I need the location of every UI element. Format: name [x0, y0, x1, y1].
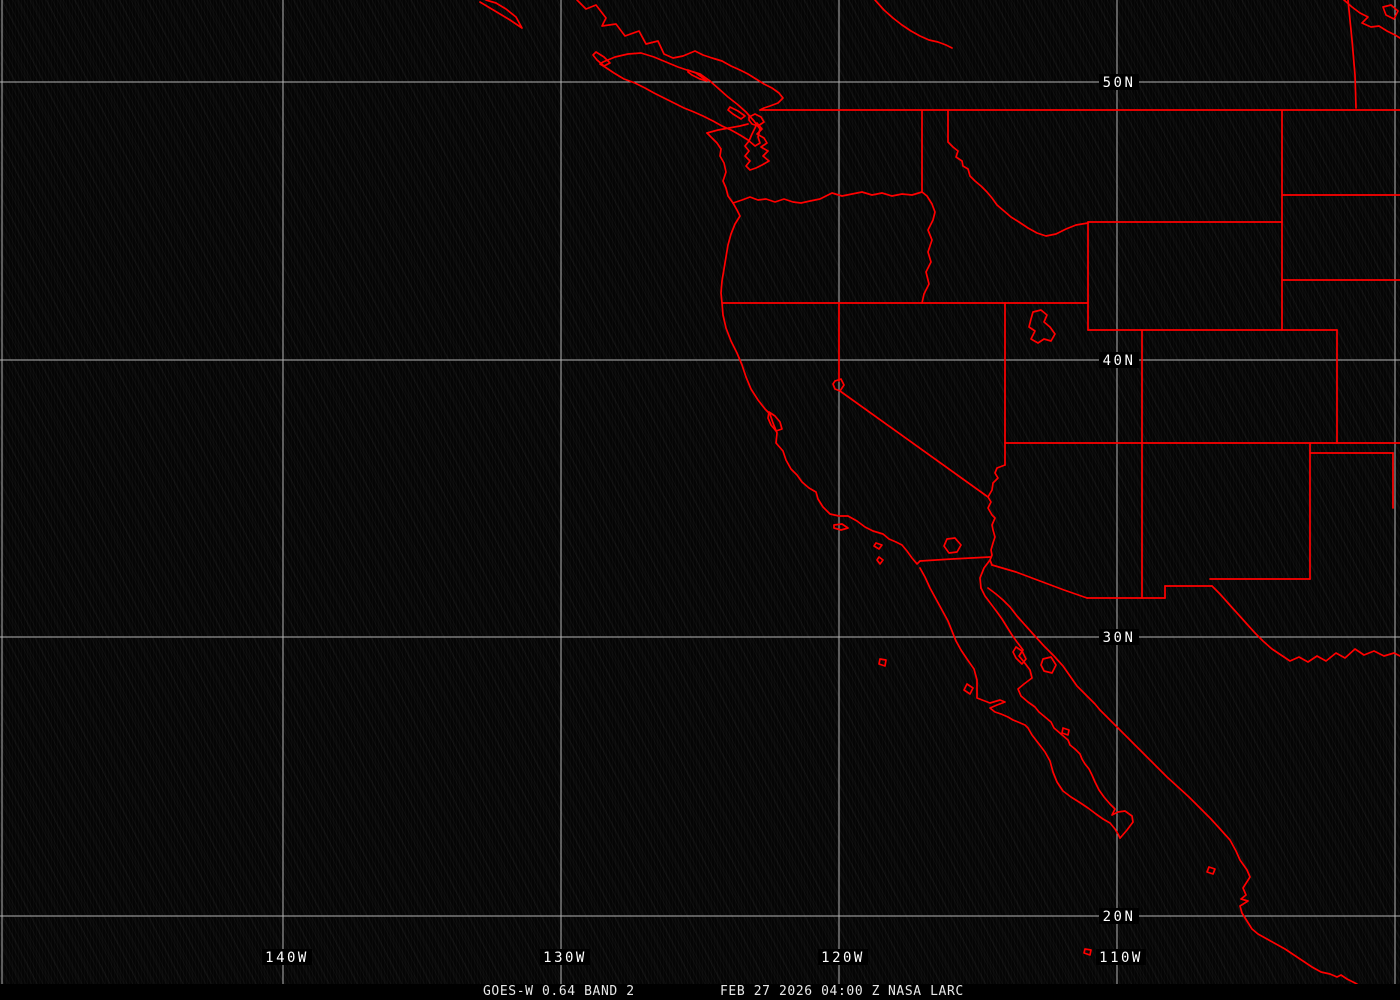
map-layer-central-socal-coast: [769, 413, 921, 565]
map-layer-island-tip-squiggle: [592, 51, 611, 67]
map-layer-channel-island-1: [833, 523, 849, 531]
grid-label: 130W: [543, 950, 587, 966]
map-layer-isla-isabel: [1206, 866, 1216, 875]
grid-label: 20N: [1103, 909, 1136, 925]
caption-segment-0: GOES-W 0.64 BAND 2: [483, 984, 635, 999]
map-layer-wa-coast: [706, 132, 734, 204]
map-layer-texada-island: [687, 69, 708, 82]
map-layer-juan-de-fuca-shore: [706, 123, 749, 134]
map-layer-guadalupe-island: [878, 658, 887, 667]
map-layer-wa-or-columbia: [732, 191, 923, 204]
map-layer-isla-angel: [1012, 646, 1027, 665]
caption-segment-1: FEB 27 2026 04:00 Z: [720, 984, 881, 999]
map-layer-bc-river: [874, 0, 953, 49]
map-layer-rio-grande: [1211, 585, 1400, 663]
map-layer-great-salt-lake: [1028, 309, 1056, 344]
grid-label: 140W: [265, 950, 309, 966]
map-layer-sonora-sinaloa-coast: [987, 587, 1363, 988]
map-layer-san-juan-islands: [748, 113, 765, 127]
grid-label: 120W: [821, 950, 865, 966]
map-layer-santa-rosalia-islet: [1061, 727, 1070, 736]
grid-label-patch: [1099, 352, 1139, 368]
map-layer-gulf-islands: [727, 106, 746, 120]
map-layer-or-id-snake: [921, 191, 936, 304]
map-layer-manitoba-lake-blob: [1382, 4, 1399, 20]
map-layer-puget-sound: [744, 122, 770, 171]
map-layer-salton-sea: [943, 537, 962, 554]
grid-label-patch: [1099, 74, 1139, 90]
map-layer-id-mt-border: [947, 110, 1089, 237]
grid-label-patch: [1096, 949, 1146, 965]
caption-segment-2: NASA LARC: [888, 984, 964, 999]
map-layer-colorado-delta: [979, 559, 991, 589]
map-layer-ca-nv-diagonal: [839, 390, 989, 498]
map-layer-baja-east-coast: [980, 587, 1134, 839]
grid-label-patch: [818, 949, 868, 965]
grid-label-patch: [1099, 629, 1139, 645]
map-layer-manitoba-lakes: [1343, 0, 1400, 39]
map-layer-cedros-island: [963, 683, 974, 695]
caption-bar: GOES-W 0.64 BAND 2 FEB 27 2026 04:00 Z NAS…: [0, 984, 1400, 1000]
map-layer-colorado-river: [987, 464, 1006, 566]
map-layer-sf-bay: [767, 411, 783, 432]
map-layer-channel-island-3: [876, 556, 884, 565]
grid-label: 50N: [1103, 75, 1136, 91]
grid-label-patch: [1099, 908, 1139, 924]
map-layer-bc-inlet-nw: [479, 0, 523, 29]
map-layer-islas-marias: [1083, 948, 1092, 956]
map-layer-vancouver-island: [599, 52, 761, 147]
grid-label-patch: [262, 949, 312, 965]
grid-label: 40N: [1103, 353, 1136, 369]
grid-label-patch: [540, 949, 590, 965]
grid-label: 30N: [1103, 630, 1136, 646]
map-layer-az-son-diagonal: [991, 564, 1088, 599]
map-layer-ca-mx-border: [919, 556, 991, 562]
map-layer-baja-west-coast: [919, 567, 1121, 839]
map-layer-bc-coast: [576, 0, 784, 111]
map-layer-or-ca-coast: [720, 202, 771, 415]
map-layer-sk-mb-border: [1347, 0, 1357, 109]
map-layer-isla-tiburon: [1040, 656, 1057, 674]
map-layer-channel-island-2: [873, 542, 883, 550]
grid-label: 110W: [1099, 950, 1143, 966]
